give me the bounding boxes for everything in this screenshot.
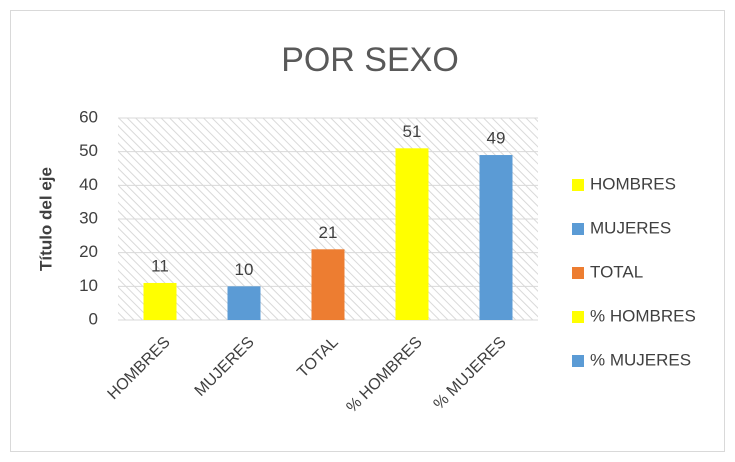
data-label: 11 [151,256,169,275]
legend-label: % HOMBRES [590,306,696,325]
legend-label: TOTAL [590,262,643,281]
data-label: 10 [235,260,254,279]
y-tick-label: 0 [89,309,98,328]
bar [227,286,261,320]
bar [143,282,177,320]
legend-label: HOMBRES [590,174,676,193]
bar [395,148,429,320]
data-label: 51 [403,122,422,141]
bar [479,155,513,320]
bar [311,249,345,320]
legend-swatch [572,179,584,191]
y-tick-label: 10 [79,276,98,295]
data-label: 21 [319,223,338,242]
legend-label: % MUJERES [590,350,691,369]
y-tick-label: 40 [79,175,98,194]
y-tick-label: 60 [79,107,98,126]
y-tick-label: 30 [79,208,98,227]
y-axis-title: Título del eje [36,167,55,271]
y-tick-label: 20 [79,242,98,261]
legend-swatch [572,267,584,279]
data-label: 49 [487,129,506,148]
legend-swatch [572,223,584,235]
legend-label: MUJERES [590,218,671,237]
chart-title: POR SEXO [281,41,459,79]
legend-swatch [572,355,584,367]
legend-swatch [572,311,584,323]
y-tick-label: 50 [79,141,98,160]
